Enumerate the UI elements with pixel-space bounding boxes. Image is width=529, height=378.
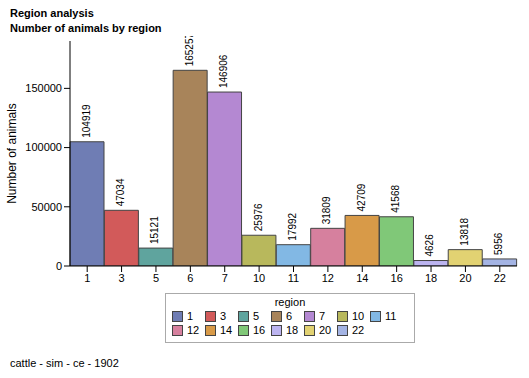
html-text:Region analysis: Region analysis [10, 7, 94, 19]
html-text:1: 1 [187, 310, 194, 322]
svg-text:42709: 42709 [356, 183, 367, 211]
html-text:6: 6 [286, 310, 293, 322]
svg-text:6: 6 [187, 272, 193, 284]
svg-text:18: 18 [425, 272, 437, 284]
svg-text:17992: 17992 [287, 212, 298, 240]
svg-text:25976: 25976 [253, 203, 264, 231]
svg-text:16: 16 [391, 272, 403, 284]
svg-text:31809: 31809 [321, 196, 332, 224]
html-text:16: 16 [253, 324, 266, 336]
svg-text:5956: 5956 [493, 232, 504, 255]
svg-text:10: 10 [253, 272, 265, 284]
svg-text:150000: 150000 [25, 82, 62, 94]
html-text:5: 5 [253, 310, 260, 322]
html-text:cattle - sim - ce - 1902: cattle - sim - ce - 1902 [10, 357, 119, 369]
html-text:22: 22 [352, 324, 365, 336]
html-text:Number of animals by region: Number of animals by region [10, 22, 162, 34]
svg-text:15121: 15121 [149, 216, 160, 244]
svg-text:100000: 100000 [25, 141, 62, 153]
svg-text:0: 0 [56, 260, 62, 272]
svg-text:7: 7 [222, 272, 228, 284]
html-text:11: 11 [385, 310, 397, 322]
html-text:region: region [274, 296, 306, 308]
svg-text:47034: 47034 [115, 178, 126, 206]
svg-text:Number of animals: Number of animals [8, 103, 19, 204]
svg-text:104919: 104919 [81, 104, 92, 138]
svg-text:50000: 50000 [31, 201, 62, 213]
html-text:3: 3 [220, 310, 227, 322]
svg-text:5: 5 [153, 272, 159, 284]
svg-text:14: 14 [356, 272, 368, 284]
svg-text:12: 12 [322, 272, 334, 284]
html-text:12: 12 [187, 324, 200, 336]
html-text:18: 18 [286, 324, 299, 336]
html-text:20: 20 [319, 324, 332, 336]
html-text:10: 10 [352, 310, 365, 322]
svg-text:146906: 146906 [218, 54, 229, 88]
html-text:14: 14 [220, 324, 233, 336]
svg-text:41568: 41568 [390, 185, 401, 213]
svg-text:22: 22 [494, 272, 506, 284]
svg-text:4626: 4626 [424, 234, 435, 257]
svg-text:13818: 13818 [459, 217, 470, 245]
svg-text:20: 20 [459, 272, 471, 284]
svg-text:165257: 165257 [184, 36, 195, 66]
svg-text:1: 1 [84, 272, 90, 284]
html-text:7: 7 [319, 310, 326, 322]
svg-text:11: 11 [288, 272, 299, 284]
svg-text:3: 3 [119, 272, 125, 284]
